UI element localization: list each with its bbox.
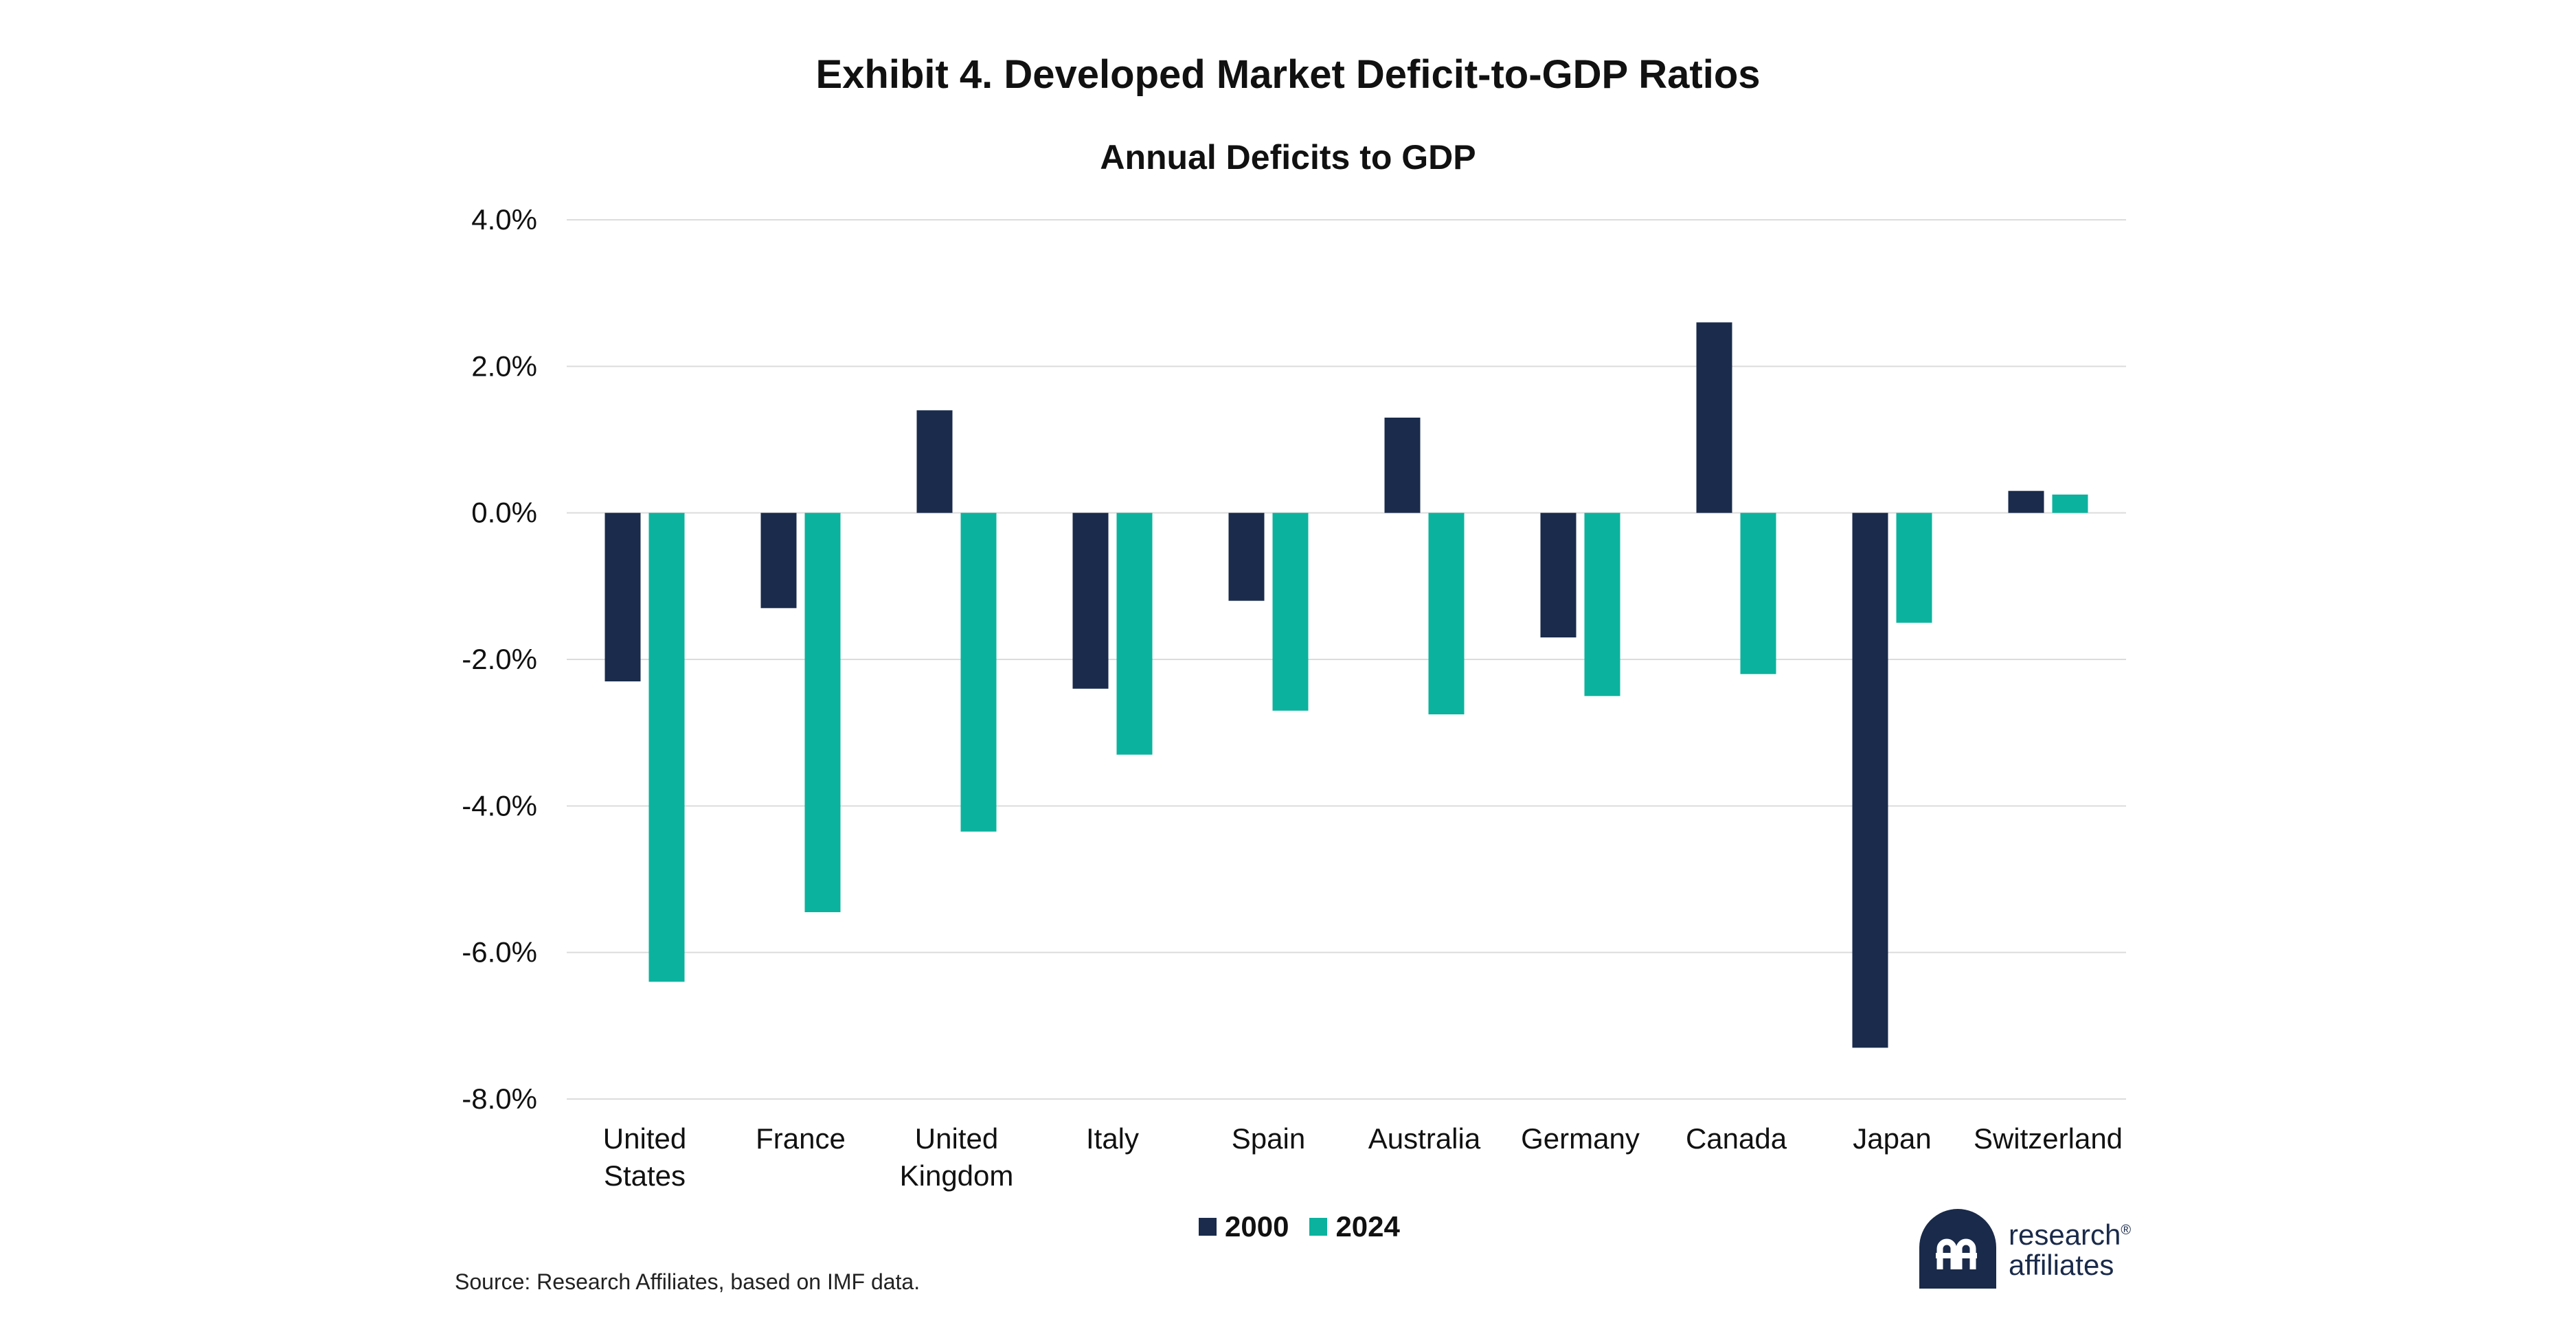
bar-2000-australia: [1384, 418, 1421, 513]
bar-2000-italy: [1072, 512, 1109, 689]
x-axis-labels: United States France United Kingdom Italy Spai…: [603, 1122, 2123, 1192]
bar-2024-switzerland: [2052, 495, 2088, 513]
legend-item-2000: 2000: [1199, 1210, 1289, 1243]
chart-title: Exhibit 4. Developed Market Deficit-to-G…: [815, 52, 1761, 97]
bar-2000-spain: [1228, 512, 1265, 601]
bar-2024-canada: [1740, 512, 1776, 675]
x-category-label: Switzerland: [1974, 1122, 2123, 1155]
source-note: Source: Research Affiliates, based on IM…: [455, 1269, 920, 1294]
bar-2024-united-states: [648, 512, 685, 982]
bar-2000-united-kingdom: [916, 410, 953, 513]
y-tick-label: -2.0%: [462, 643, 537, 675]
legend-item-2024: 2024: [1309, 1210, 1400, 1243]
x-category-label: Italy: [1086, 1122, 1139, 1155]
bar-2000-japan: [1852, 512, 1888, 1048]
bar-2024-united-kingdom: [960, 512, 997, 832]
legend-label-2000: 2000: [1225, 1210, 1289, 1243]
x-category-label: Germany: [1521, 1122, 1640, 1155]
chart-subtitle: Annual Deficits to GDP: [1100, 138, 1476, 177]
x-category-label: Japan: [1853, 1122, 1931, 1155]
logo-text-research: research: [2009, 1218, 2121, 1251]
logo-text-affiliates: affiliates: [2009, 1248, 2114, 1281]
y-tick-label: 2.0%: [471, 350, 537, 382]
bar-2024-australia: [1428, 512, 1465, 714]
logo-mark-icon: [1919, 1209, 1996, 1289]
research-affiliates-logo: research® affiliates: [1917, 1206, 2131, 1289]
bar-2024-spain: [1272, 512, 1309, 711]
y-tick-label: 0.0%: [471, 497, 537, 529]
gridlines: [567, 219, 2126, 1100]
legend: 2000 2024: [1199, 1210, 1421, 1243]
y-axis-ticks: 4.0% 2.0% 0.0% -2.0% -4.0% -6.0% -8.0%: [462, 203, 537, 1115]
x-category-label: Canada: [1686, 1122, 1787, 1155]
x-category-label: France: [756, 1122, 846, 1155]
x-category-label: United Kingdom: [900, 1122, 1014, 1192]
legend-swatch-2024: [1309, 1218, 1328, 1236]
bar-2024-france: [804, 512, 841, 912]
x-category-label: Spain: [1232, 1122, 1305, 1155]
x-category-label: United States: [603, 1122, 686, 1192]
bar-2000-france: [760, 512, 797, 609]
x-category-label: Australia: [1368, 1122, 1481, 1155]
bar-2000-canada: [1696, 322, 1732, 513]
y-tick-label: -4.0%: [462, 789, 537, 822]
bar-2000-germany: [1540, 512, 1577, 637]
y-tick-label: -8.0%: [462, 1083, 537, 1115]
bar-2024-italy: [1116, 512, 1153, 755]
y-tick-label: 4.0%: [471, 203, 537, 236]
bars: [605, 322, 2088, 1048]
legend-swatch-2000: [1199, 1218, 1217, 1236]
legend-label-2024: 2024: [1335, 1210, 1400, 1243]
bar-2024-germany: [1584, 512, 1620, 697]
bar-2000-switzerland: [2008, 490, 2044, 513]
bar-2024-japan: [1896, 512, 1932, 623]
bar-2000-united-states: [605, 512, 641, 681]
registered-mark: ®: [2121, 1222, 2132, 1238]
y-tick-label: -6.0%: [462, 936, 537, 969]
